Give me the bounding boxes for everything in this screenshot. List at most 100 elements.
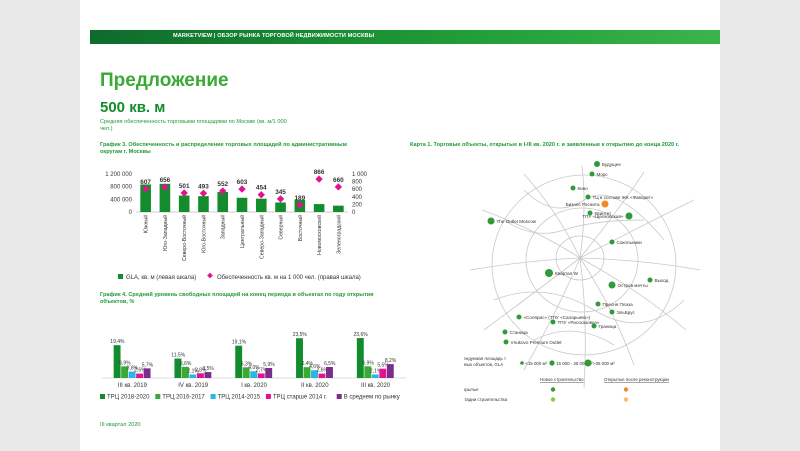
road — [493, 291, 685, 324]
density-label: 607 — [140, 179, 151, 186]
vacancy-label: 5,5% — [377, 363, 389, 369]
density-label: 345 — [275, 189, 286, 196]
legend-swatch — [336, 394, 342, 399]
legend-label: ТРЦ 2016-2017 — [162, 395, 205, 401]
radial-road — [579, 165, 585, 259]
map-label: Mopc — [597, 172, 609, 177]
right-tick: 400 — [352, 195, 363, 201]
map-legend-dot — [623, 397, 629, 402]
vacancy-label: 2,1% — [187, 368, 199, 374]
key-figure-caption: Средняя обеспеченность торговыми площадя… — [100, 119, 287, 132]
radial-road — [579, 257, 635, 366]
map-legend-row2: В стадии строительства — [464, 397, 508, 402]
category-label: Восточный — [297, 215, 304, 241]
radial-road — [579, 171, 645, 259]
garden-ring — [555, 235, 605, 281]
density-point — [257, 191, 265, 199]
vacancy-bar — [379, 368, 387, 378]
density-point — [276, 195, 285, 203]
legend-label: ТРЦ 2018-2020 — [107, 395, 150, 401]
vacancy-label: 23,5% — [293, 332, 308, 338]
vacancy-label: 6,5% — [324, 361, 336, 367]
vacancy-bar — [356, 338, 364, 378]
vacancy-bar — [235, 345, 243, 378]
vacancy-label: 19,1% — [232, 340, 247, 346]
map-point — [609, 309, 615, 315]
map-label: Квартал W — [555, 271, 579, 276]
density-point — [334, 183, 343, 191]
map-label: Будущее — [602, 162, 621, 167]
left-tick: 0 — [129, 210, 133, 216]
vacancy-label: 11,5% — [171, 353, 185, 359]
map-legend-size-label: >35 000 м² — [593, 361, 615, 366]
map-legend-dot — [550, 387, 556, 392]
map-legend-size-label: <15 000 м² — [525, 361, 547, 366]
vacancy-bar — [250, 371, 258, 378]
map-point — [595, 301, 601, 307]
category-label: Северо-Восточный — [181, 215, 188, 261]
chart4-title: График 4. Средний уровень свободных площ… — [100, 292, 374, 305]
map-label: ТПУ «Щелковская» — [582, 214, 624, 219]
radial-road — [523, 257, 581, 371]
density-label: 660 — [333, 177, 344, 184]
density-point — [296, 201, 304, 209]
density-point — [238, 185, 246, 193]
density-label: 501 — [179, 183, 190, 190]
period-label: I кв. 2020 — [241, 383, 267, 389]
vacancy-label: 5,9% — [263, 362, 275, 368]
chart3-title: График 3. Обеспеченность и распределение… — [100, 142, 347, 155]
gla-bar — [275, 202, 286, 212]
map-title: Карта 1. Торговые объекты, открытые в I-… — [410, 142, 680, 148]
key-figure: 500 кв. м — [100, 99, 166, 116]
vacancy-bar — [181, 366, 189, 378]
radial-road — [469, 257, 581, 271]
vacancy-bar — [204, 372, 212, 378]
vacancy-bar — [143, 368, 151, 378]
vacancy-bar — [326, 367, 333, 378]
gla-bar — [198, 196, 209, 212]
vacancy-label: 19,4% — [110, 339, 125, 345]
density-label: 454 — [256, 185, 267, 192]
vacancy-label: 3,8% — [127, 366, 139, 372]
left-tick: 1 200 000 — [105, 172, 132, 178]
map-label: «Солярис» (ТПУ «Саларьево») — [524, 315, 591, 320]
vacancy-bar — [121, 366, 129, 378]
vacancy-label: 6,6% — [180, 361, 192, 367]
right-tick: 200 — [352, 202, 363, 208]
map-legend-row1: Открытые — [464, 387, 479, 392]
road-network — [469, 165, 701, 389]
period-label: IV кв. 2019 — [178, 383, 208, 389]
mkad-ring — [491, 174, 677, 356]
vacancy-bar — [371, 374, 379, 378]
map-label: ЭльБрус — [617, 310, 636, 315]
right-tick: 0 — [352, 210, 356, 216]
density-label: 603 — [237, 179, 248, 186]
header-bar: MARKETVIEW | ОБЗОР РЫНКА ТОРГОВОЙ НЕДВИЖ… — [90, 30, 720, 44]
period-label: III кв. 2020 — [361, 383, 391, 389]
gla-bar — [140, 184, 151, 212]
vacancy-bar — [113, 345, 121, 378]
map-point — [503, 339, 509, 345]
map-point — [587, 210, 593, 216]
legend-gla-label: GLA, кв. м (левая шкала) — [126, 275, 196, 281]
radial-road — [523, 173, 581, 259]
vacancy-bar — [265, 368, 273, 378]
road — [523, 189, 665, 241]
map-legend-col2: Открытые после реконструкции — [604, 377, 669, 382]
gla-bar — [313, 204, 325, 212]
vacancy-bar — [257, 373, 265, 378]
vacancy-label: 4,6% — [309, 364, 321, 370]
map-label: Кино — [578, 186, 589, 191]
right-tick: 800 — [352, 180, 363, 186]
map-legend-size-dot — [549, 360, 555, 366]
map-point — [545, 269, 553, 277]
map-point — [550, 319, 556, 325]
map-point — [608, 281, 616, 289]
gla-bar — [333, 205, 344, 212]
vacancy-bar — [174, 358, 182, 378]
map-label: The Outlet Moscow — [497, 219, 537, 224]
map-label: Станица — [510, 330, 529, 335]
map-point — [487, 217, 495, 225]
density-label: 552 — [217, 181, 228, 188]
